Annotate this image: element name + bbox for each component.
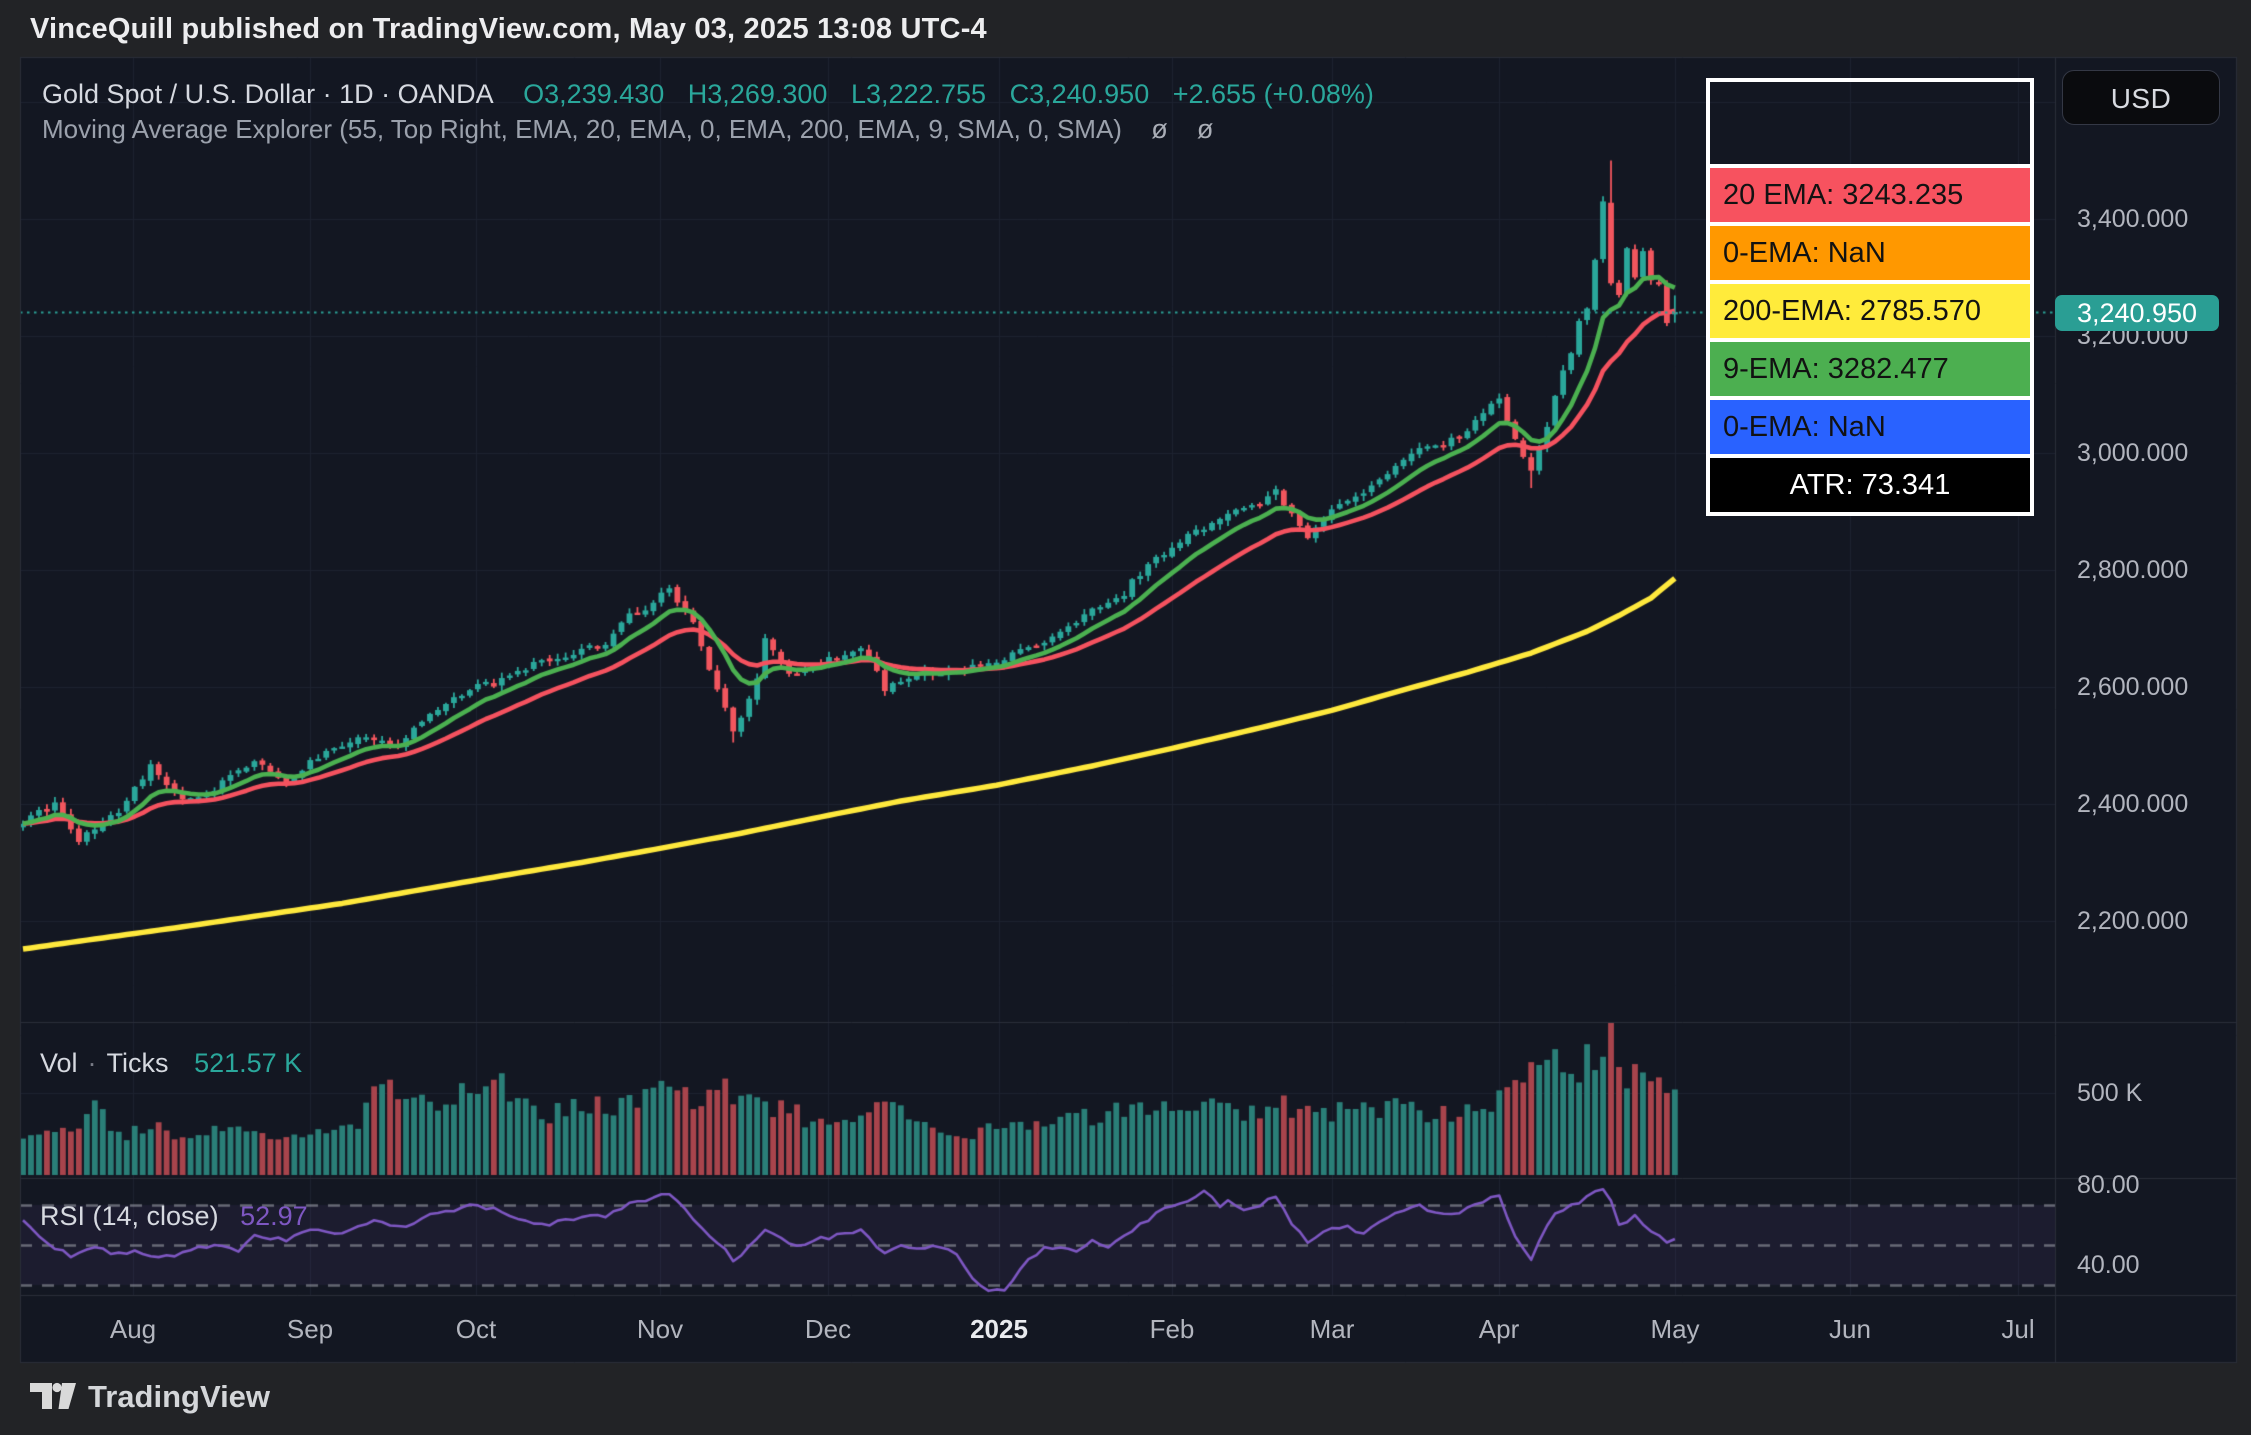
legend-row: 0-EMA: NaN	[1710, 396, 2030, 454]
time-axis-label: May	[1650, 1314, 1700, 1344]
rsi-pane-label: RSI (14, close) 52.97	[40, 1201, 308, 1232]
legend-row: 20 EMA: 3243.235	[1710, 164, 2030, 222]
indicator-header-row: Moving Average Explorer (55, Top Right, …	[42, 114, 1213, 145]
time-axis-label: Mar	[1309, 1314, 1355, 1344]
currency-button[interactable]: USD	[2062, 70, 2220, 125]
ohlc-high: H3,269.300	[687, 79, 828, 109]
legend-row: 0-EMA: NaN	[1710, 222, 2030, 280]
time-axis-label: Jul	[2001, 1314, 2035, 1344]
volume-type-label: Ticks	[106, 1048, 169, 1078]
time-axis-label: Jun	[1829, 1314, 1871, 1344]
hidden-value-icon: ø	[1151, 114, 1168, 144]
indicator-title[interactable]: Moving Average Explorer (55, Top Right, …	[42, 114, 1122, 144]
price-axis-label: 2,400.000	[2077, 790, 2189, 818]
price-axis-label: 2,600.000	[2077, 673, 2189, 701]
volume-axis-label: 500 K	[2077, 1079, 2143, 1107]
price-axis-label: 2,800.000	[2077, 556, 2189, 584]
time-axis-label: 2025	[970, 1314, 1028, 1344]
time-axis-label: Sep	[286, 1314, 334, 1344]
volume-value: 521.57 K	[194, 1048, 303, 1078]
ohlc-change: +2.655 (+0.08%)	[1172, 79, 1374, 109]
hidden-value-icon: ø	[1196, 114, 1214, 144]
time-axis-label: Apr	[1478, 1314, 1520, 1344]
rsi-axis-label: 40.00	[2077, 1251, 2140, 1279]
symbol-title[interactable]: Gold Spot / U.S. Dollar · 1D · OANDA	[42, 79, 494, 109]
price-axis-label: 2,200.000	[2077, 907, 2189, 935]
rsi-value: 52.97	[240, 1201, 308, 1231]
symbol-header-row: Gold Spot / U.S. Dollar · 1D · OANDA O3,…	[42, 79, 1390, 110]
rsi-title[interactable]: RSI (14, close)	[40, 1201, 219, 1231]
time-axis-label: Feb	[1149, 1314, 1195, 1344]
price-axis-label: 3,000.000	[2077, 439, 2189, 467]
tradingview-logo-text[interactable]: TradingView	[88, 1379, 271, 1414]
dot-separator: ·	[87, 1048, 97, 1078]
volume-source-label: Vol	[40, 1048, 78, 1078]
publish-attribution-text: VinceQuill published on TradingView.com,…	[30, 13, 987, 45]
ma-explorer-legend-title-space	[1710, 82, 2030, 164]
time-axis-label: Oct	[455, 1314, 497, 1344]
time-axis-label: Dec	[804, 1314, 852, 1344]
legend-row: 9-EMA: 3282.477	[1710, 338, 2030, 396]
ohlc-low: L3,222.755	[850, 79, 987, 109]
last-price-tag: 3,240.950	[2055, 295, 2219, 331]
legend-row: ATR: 73.341	[1710, 454, 2030, 512]
time-axis-label: Nov	[636, 1314, 684, 1344]
ma-explorer-legend: 20 EMA: 3243.235 0-EMA: NaN 200-EMA: 2785.…	[1706, 78, 2034, 516]
rsi-axis-label: 80.00	[2077, 1171, 2140, 1199]
legend-row: 200-EMA: 2785.570	[1710, 280, 2030, 338]
volume-pane-label: Vol · Ticks 521.57 K	[40, 1048, 302, 1079]
ohlc-open: O3,239.430	[523, 79, 665, 109]
time-axis-label: Aug	[109, 1314, 157, 1344]
tradingview-logo-icon[interactable]	[30, 1376, 76, 1416]
price-axis-label: 3,400.000	[2077, 205, 2189, 233]
ohlc-close: C3,240.950	[1009, 79, 1150, 109]
